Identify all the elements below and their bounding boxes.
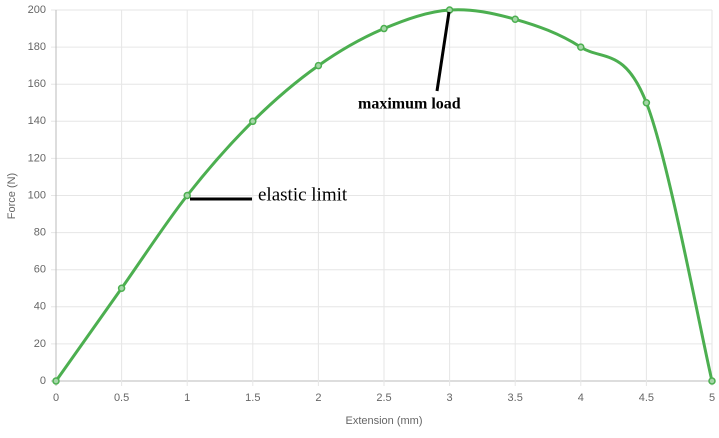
x-axis-label: Extension (mm) xyxy=(345,415,422,427)
y-tick-label: 200 xyxy=(28,4,46,16)
data-line xyxy=(54,8,714,382)
data-point xyxy=(642,99,651,107)
data-point xyxy=(314,61,323,70)
y-axis-label: Force (N) xyxy=(6,173,18,219)
data-point xyxy=(577,43,585,51)
x-tick-label: 2.5 xyxy=(376,392,391,404)
x-tick-label: 1.5 xyxy=(245,392,260,404)
y-tick-label: 140 xyxy=(28,115,46,127)
x-tick-label: 3.5 xyxy=(508,392,523,404)
x-tick-label: 2 xyxy=(315,392,321,404)
x-tick-label: 5 xyxy=(709,392,715,404)
data-point xyxy=(249,117,257,126)
annotation: maximum load xyxy=(358,96,461,113)
data-point xyxy=(380,24,388,33)
annotation: elastic limit xyxy=(258,184,348,205)
data-point xyxy=(117,284,126,292)
x-tick-label: 0.5 xyxy=(114,392,129,404)
y-tick-label: 80 xyxy=(34,227,46,239)
y-tick-label: 0 xyxy=(40,375,46,387)
y-tick-label: 60 xyxy=(34,264,46,276)
data-point xyxy=(511,15,519,24)
y-tick-label: 100 xyxy=(28,189,46,201)
y-tick-label: 180 xyxy=(28,41,46,53)
data-point xyxy=(52,377,60,385)
y-tick-label: 120 xyxy=(28,152,46,164)
x-tick-label: 1 xyxy=(184,392,190,404)
x-tick-label: 0 xyxy=(53,392,59,404)
y-tick-label: 160 xyxy=(28,78,46,90)
data-point xyxy=(183,191,191,200)
data-point xyxy=(708,377,716,385)
x-tick-label: 4 xyxy=(578,392,584,404)
annotation-pointer xyxy=(435,11,451,92)
x-tick-label: 4.5 xyxy=(639,392,654,404)
x-tick-label: 3 xyxy=(447,392,453,404)
y-tick-label: 40 xyxy=(34,301,46,313)
y-tick-label: 20 xyxy=(34,338,46,350)
